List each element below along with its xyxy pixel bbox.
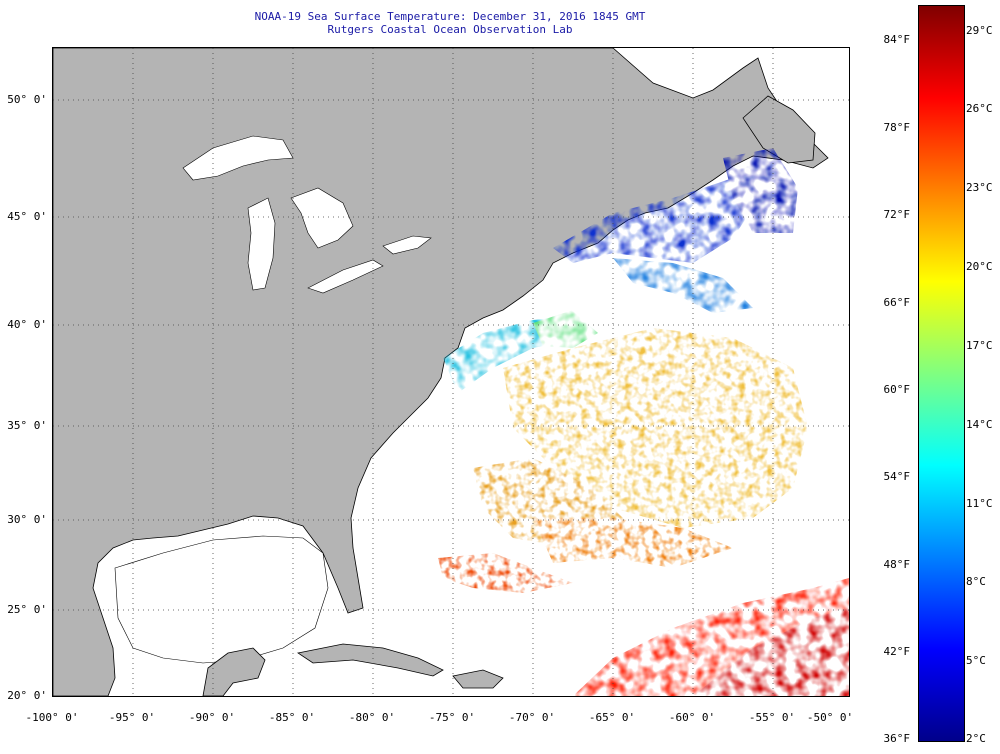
map-title: NOAA-19 Sea Surface Temperature: Decembe… [254, 10, 646, 23]
colorbar-c-11: 11°C [966, 497, 993, 510]
colorbar-f-78: 78°F [883, 121, 911, 134]
lat-label-45: 45° 0' [7, 210, 47, 223]
colorbar-c-14: 14°C [966, 418, 993, 431]
temperature-colorbar [918, 5, 965, 742]
lat-label-50: 50° 0' [7, 93, 47, 106]
sst-gulf-stream [438, 328, 808, 593]
lake-ontario [382, 235, 432, 255]
land-hispaniola [452, 669, 504, 689]
lake-superior [182, 135, 294, 181]
colorbar-c-5: 5°C [966, 654, 986, 667]
land-yucatan [202, 647, 266, 696]
lon-label-75: -75° 0' [428, 711, 476, 724]
sst-tropical-water [573, 578, 849, 696]
colorbar-c-29: 29°C [966, 24, 993, 37]
lon-label-55: -55° 0' [748, 711, 796, 724]
gulf-of-mexico [114, 535, 329, 664]
lon-label-90: -90° 0' [188, 711, 236, 724]
lon-label-80: -80° 0' [348, 711, 396, 724]
sst-cold-band [553, 148, 798, 313]
colorbar-f-66: 66°F [883, 296, 911, 309]
map-subtitle: Rutgers Coastal Ocean Observation Lab [327, 23, 573, 36]
colorbar-f-42: 42°F [883, 645, 911, 658]
lon-label-100: -100° 0' [25, 711, 79, 724]
colorbar-f-60: 60°F [883, 383, 911, 396]
lon-label-95: -95° 0' [108, 711, 156, 724]
sst-map-canvas [53, 48, 849, 696]
lat-label-20: 20° 0' [7, 689, 47, 702]
colorbar-c-2: 2°C [966, 732, 986, 745]
colorbar-c-23: 23°C [966, 181, 993, 194]
colorbar-c-8: 8°C [966, 575, 986, 588]
lon-label-60: -60° 0' [668, 711, 716, 724]
sst-shelf-water [443, 310, 598, 393]
lon-label-85: -85° 0' [268, 711, 316, 724]
colorbar-f-84: 84°F [883, 33, 911, 46]
lat-label-30: 30° 0' [7, 513, 47, 526]
lake-huron [290, 187, 354, 249]
lake-michigan [247, 197, 276, 291]
lat-label-40: 40° 0' [7, 318, 47, 331]
colorbar-c-26: 26°C [966, 102, 993, 115]
lon-label-65: -65° 0' [588, 711, 636, 724]
colorbar-f-54: 54°F [883, 470, 911, 483]
colorbar-f-72: 72°F [883, 208, 911, 221]
colorbar-c-20: 20°C [966, 260, 993, 273]
lat-label-35: 35° 0' [7, 419, 47, 432]
lon-label-70: -70° 0' [508, 711, 556, 724]
colorbar-c-17: 17°C [966, 339, 993, 352]
colorbar-f-36: 36°F [883, 732, 911, 745]
lat-label-25: 25° 0' [7, 603, 47, 616]
colorbar-f-48: 48°F [883, 558, 911, 571]
lon-label-50: -50° 0' [806, 711, 854, 724]
land-cuba [296, 643, 444, 677]
sst-map [52, 47, 850, 697]
lake-erie [307, 259, 384, 294]
map-grid [53, 48, 849, 696]
